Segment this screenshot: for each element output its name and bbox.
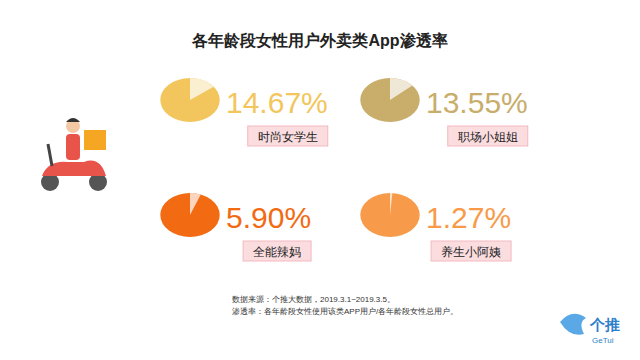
data-label: 5.90% [226, 201, 311, 234]
scooter-icon [41, 118, 107, 191]
pie-base [160, 193, 219, 237]
data-label: 13.55% [426, 86, 528, 119]
delivery-box [84, 130, 106, 150]
footnote: 渗透率：各年龄段女性使用该类APP用户/各年龄段女性总用户。 [232, 307, 458, 316]
pie-base [360, 78, 419, 122]
category-box [448, 126, 528, 146]
chart-canvas: 各年龄段女性用户外卖类App渗透率 14.67% 时尚女学生 13.55% 职场小姐姐 5… [0, 0, 640, 360]
logo-subtext: GeTui [592, 336, 614, 345]
pie-slice [190, 193, 201, 215]
title: 各年龄段女性用户外卖类App渗透率 [191, 31, 447, 49]
category-box [431, 241, 511, 261]
rider-body [66, 134, 80, 160]
category-label: 养生小阿姨 [441, 245, 501, 259]
handlebar [48, 144, 52, 166]
pie [360, 193, 419, 237]
category-label: 全能辣妈 [253, 245, 301, 259]
category-label: 职场小姐姐 [458, 130, 518, 144]
logo: 个推 GeTui [560, 314, 620, 345]
pie [160, 193, 219, 237]
logo-icon [560, 314, 586, 335]
data-label: 1.27% [426, 201, 511, 234]
logo-text: 个推 [589, 316, 620, 333]
footnote: 数据来源：个推大数据，2019.3.1~2019.3.5。 [232, 295, 395, 304]
pie [160, 78, 219, 122]
pie-base [160, 78, 219, 122]
pie [360, 78, 419, 122]
pie-slice [190, 78, 214, 100]
category-box [248, 126, 328, 146]
pie-slice [390, 193, 392, 215]
pie-base [360, 193, 419, 237]
data-label: 14.67% [226, 86, 328, 119]
category-label: 时尚女学生 [258, 130, 318, 144]
rider-head [66, 119, 80, 133]
rider-hair [66, 118, 80, 122]
pie-slice [390, 78, 412, 100]
category-box [243, 241, 311, 261]
